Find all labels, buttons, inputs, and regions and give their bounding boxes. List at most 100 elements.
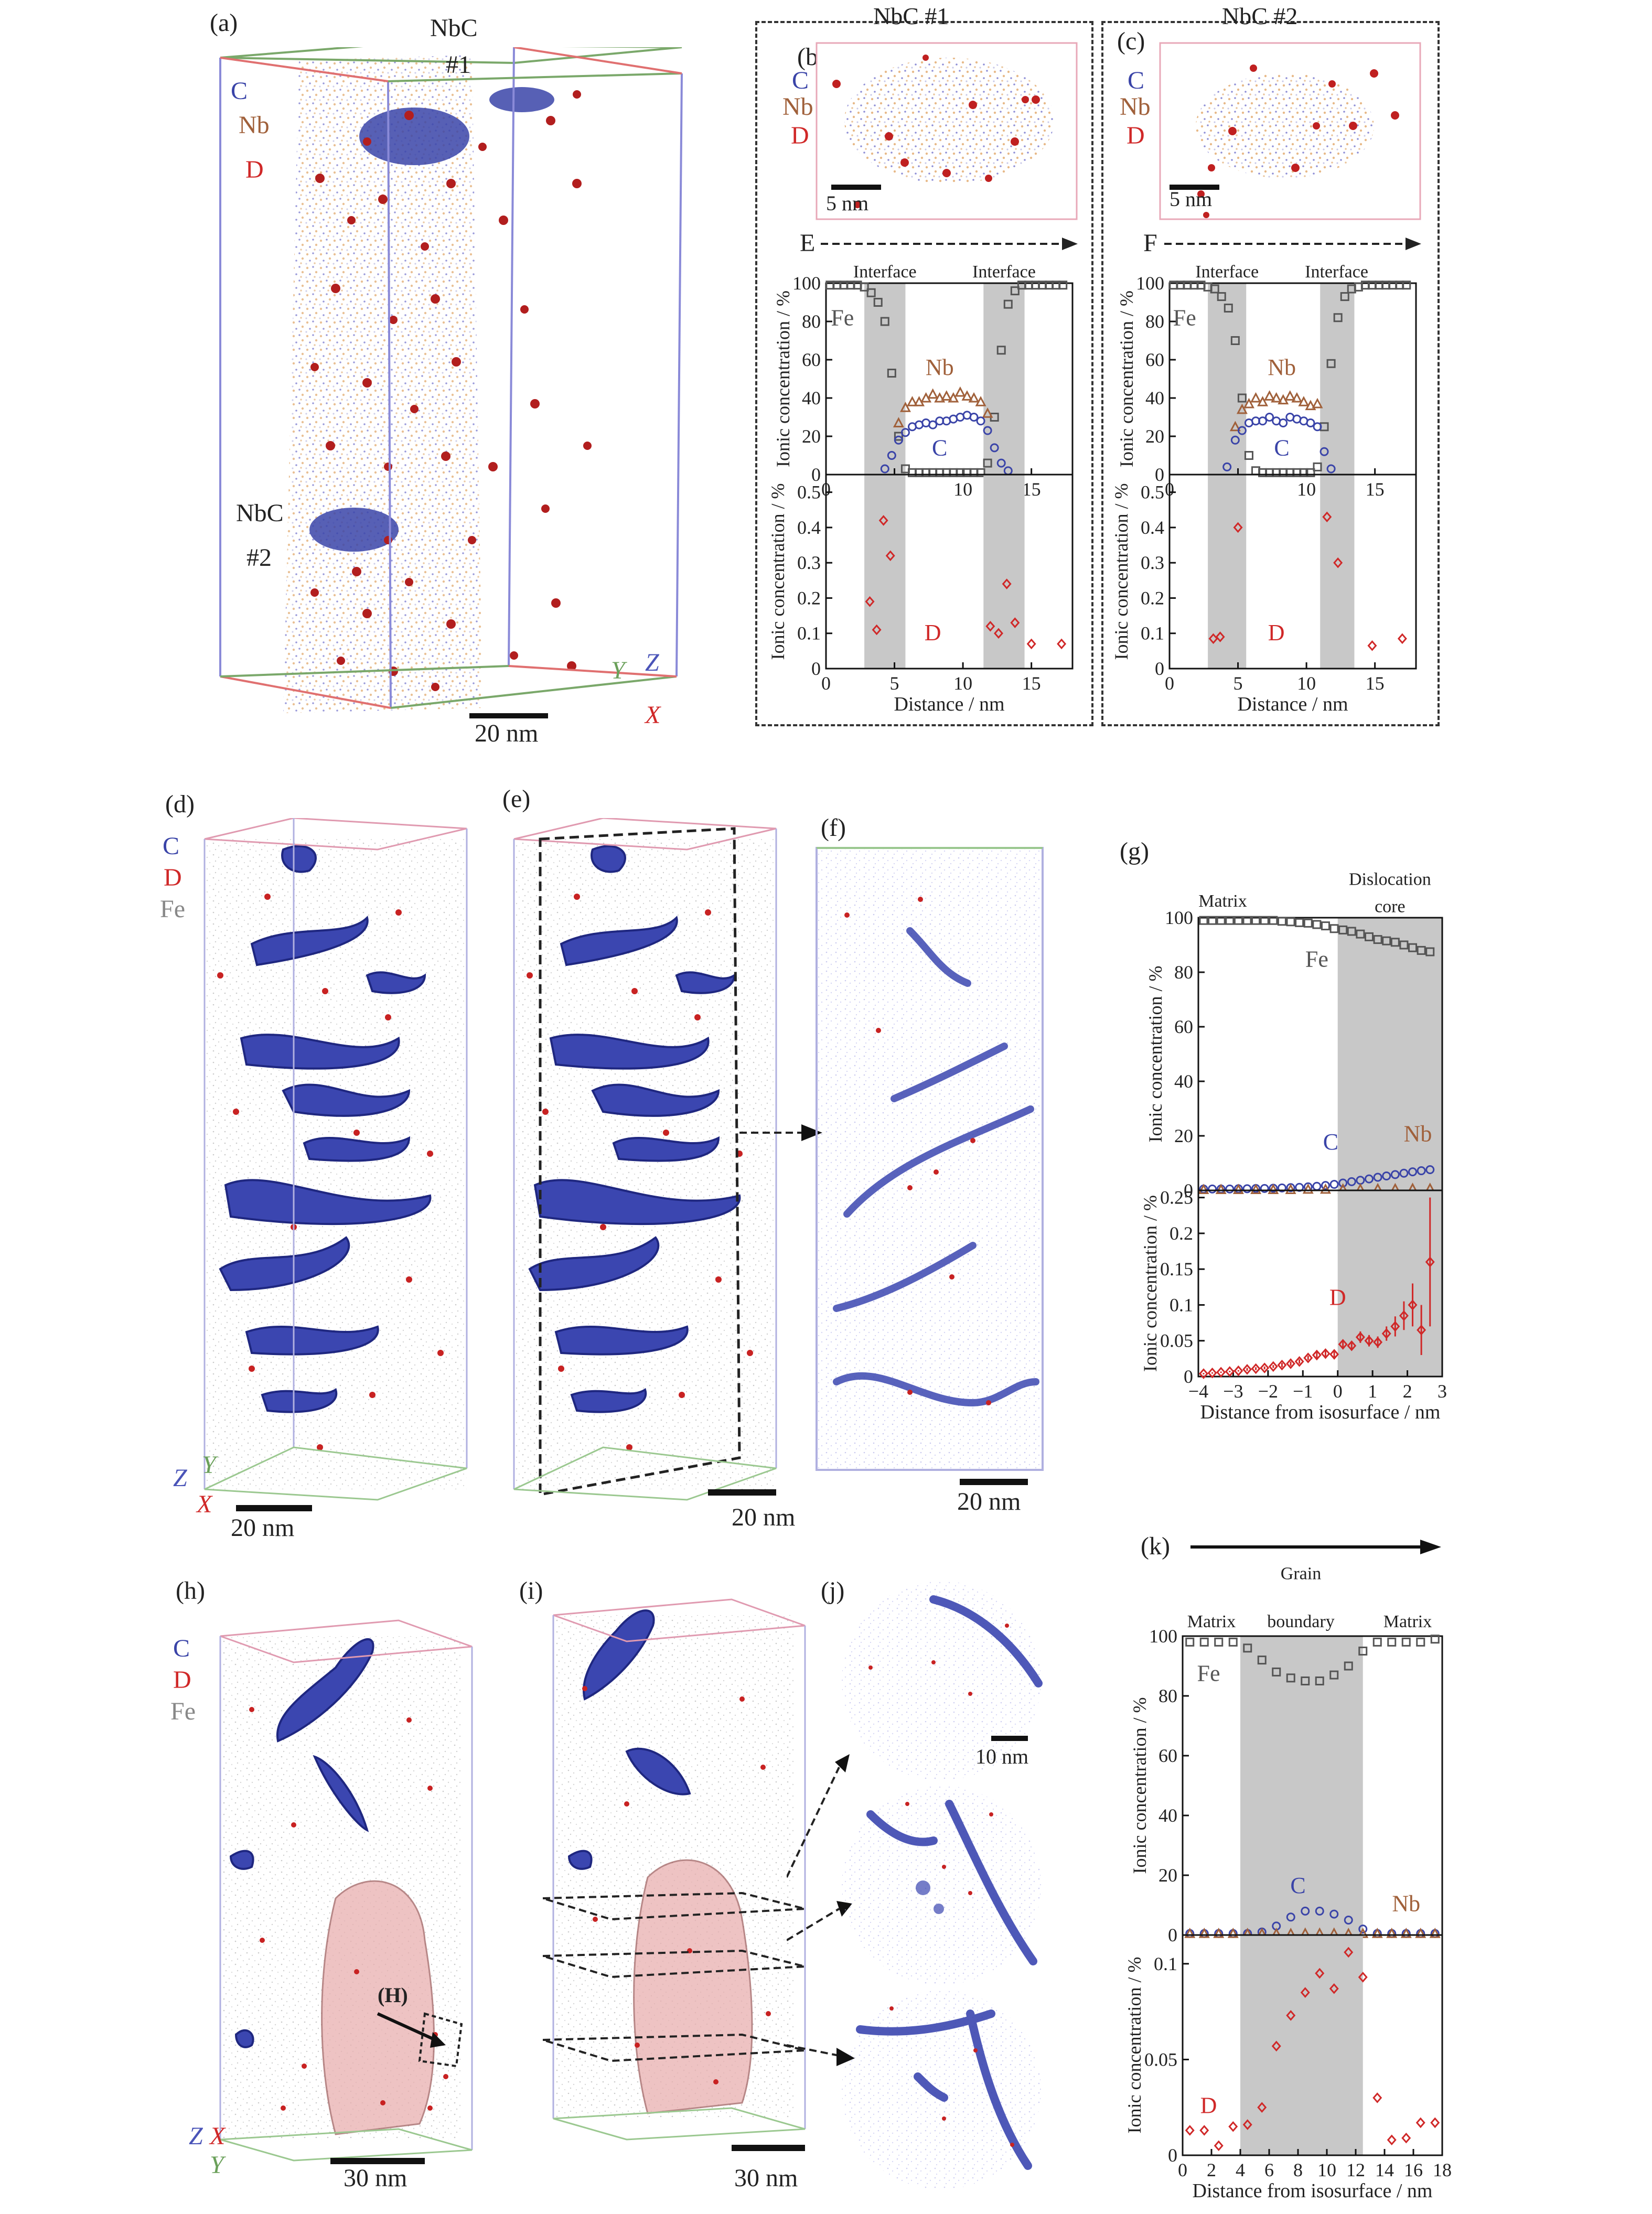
legend-d-d: D xyxy=(164,864,182,891)
point-fe-11 xyxy=(1244,451,1253,460)
annotation-4: C xyxy=(1323,1129,1338,1155)
point-fe-22 xyxy=(976,468,985,477)
axis-label-d-y: Y xyxy=(202,1451,216,1479)
x-tick-label-0: 0 xyxy=(1165,673,1174,694)
point-fe-3 xyxy=(1225,916,1235,925)
point-fe-5 xyxy=(1242,916,1252,925)
point-d-18 xyxy=(1355,1331,1365,1343)
panel-label-i: (i) xyxy=(519,1577,543,1605)
axis-label-h-y: Y xyxy=(210,2151,224,2179)
shaded-region-0 xyxy=(864,475,906,669)
point-nb-3 xyxy=(1227,1927,1239,1938)
point-fe-26 xyxy=(1425,947,1435,956)
scalebar-label-d: 20 nm xyxy=(231,1514,295,1542)
legend-b-d: D xyxy=(791,122,809,149)
shaded-region-1 xyxy=(983,475,1025,669)
point-d-5 xyxy=(1242,1364,1252,1375)
point-fe-24 xyxy=(1408,943,1418,952)
point-c-7 xyxy=(928,420,938,429)
point-fe-9 xyxy=(1230,336,1240,345)
point-c-7 xyxy=(1286,1912,1295,1922)
annotation-0: Interface xyxy=(1195,262,1259,282)
x-tick-label-2: 10 xyxy=(1297,673,1316,694)
point-d-4 xyxy=(1242,2119,1252,2130)
point-d-1 xyxy=(1207,1367,1217,1379)
point-c-0 xyxy=(880,464,889,474)
plot-frame xyxy=(825,474,1074,670)
annotation-2: Fe xyxy=(831,305,854,330)
x-tick-label-1: 5 xyxy=(1233,673,1243,694)
axis-label-h-x: X xyxy=(210,2122,226,2150)
y-tick-label-5: 100 xyxy=(1149,1626,1177,1647)
x-tick-label-3: 15 xyxy=(1366,673,1385,694)
point-c-14 xyxy=(1320,447,1329,456)
panel-b-frame xyxy=(755,21,1093,726)
point-d-3 xyxy=(1225,1366,1235,1377)
y-axis-label: Ionic concentration / % xyxy=(1124,1957,1145,2134)
panel-label-g: (g) xyxy=(1120,837,1149,865)
shaded-region-0 xyxy=(1337,918,1442,1190)
apt-reconstruction-a xyxy=(219,47,683,718)
point-d-17 xyxy=(1347,1340,1357,1351)
point-d-3 xyxy=(1228,2121,1238,2132)
point-c-5 xyxy=(1242,1184,1252,1194)
point-nb-1 xyxy=(1215,1184,1227,1194)
deuterium-atoms xyxy=(310,90,592,691)
scalebar-e xyxy=(708,1489,776,1496)
point-fe-12 xyxy=(1358,1647,1368,1656)
point-fe-8 xyxy=(1269,916,1278,925)
nbc2-slice-c xyxy=(1159,42,1421,220)
point-d-0 xyxy=(1208,633,1218,644)
scalebar-label-b: 5 nm xyxy=(826,191,869,215)
point-c-1 xyxy=(1208,1184,1217,1194)
point-fe-9 xyxy=(887,369,896,378)
y-tick-label-3: 0.3 xyxy=(797,552,821,573)
point-d-1 xyxy=(872,624,882,636)
point-nb-3 xyxy=(1250,1184,1262,1194)
x-tick-label-4: 8 xyxy=(1293,2159,1303,2180)
point-fe-25 xyxy=(1340,292,1349,302)
point-fe-8 xyxy=(1224,303,1233,313)
point-nb-5 xyxy=(1264,390,1275,401)
y-tick-label-5: 100 xyxy=(1165,907,1193,928)
y-axis-label: Ionic concentration / % xyxy=(1129,1697,1150,1874)
point-nb-11 xyxy=(1305,400,1316,411)
annotation-3: Fe xyxy=(1305,947,1328,972)
header-b: NbC #1 xyxy=(873,3,949,29)
scalebar-label-a: 20 nm xyxy=(475,719,539,747)
y-tick-label-0: 0 xyxy=(1168,1925,1177,1946)
profile-arrow-f xyxy=(1164,238,1421,250)
point-d-9 xyxy=(1057,638,1067,650)
point-d-2 xyxy=(1214,2140,1224,2152)
chart-b-top: 020406080100051015Ionic concentration / … xyxy=(773,262,1074,500)
shaded-region-0 xyxy=(1240,1935,1363,2155)
point-d-7 xyxy=(1286,2010,1296,2021)
scalebar-a xyxy=(469,713,548,718)
apt-reconstruction-e xyxy=(513,818,777,1501)
point-fe-6 xyxy=(1272,1667,1281,1676)
y-tick-label-3: 60 xyxy=(802,349,821,370)
atom-map-j-top xyxy=(842,1581,1043,1780)
carbon-isosurfaces-d xyxy=(219,845,432,1413)
annotation-1: Dislocation xyxy=(1349,870,1431,889)
point-nb-11 xyxy=(968,392,980,403)
point-c-14 xyxy=(1321,1181,1330,1190)
y-tick-label-4: 0.4 xyxy=(797,517,821,538)
point-d-4 xyxy=(1333,557,1343,568)
point-c-13 xyxy=(1313,422,1322,432)
point-c-15 xyxy=(983,426,992,435)
plot-frame xyxy=(1182,1934,1443,2156)
annotation-2: core xyxy=(1375,897,1406,917)
y-tick-label-2: 0.1 xyxy=(1170,1294,1193,1315)
nbc1-number: #1 xyxy=(446,51,471,79)
point-nb-0 xyxy=(1229,421,1241,432)
point-d-23 xyxy=(1399,1310,1409,1321)
point-nb-0 xyxy=(893,417,904,427)
point-c-3 xyxy=(900,428,910,437)
point-c-2 xyxy=(1237,426,1247,435)
point-c-22 xyxy=(1390,1170,1400,1179)
y-tick-label-1: 0.05 xyxy=(1160,1330,1193,1351)
point-fe-10 xyxy=(1286,917,1295,927)
point-fe-4 xyxy=(1243,1643,1252,1653)
point-fe-18 xyxy=(1356,929,1365,939)
